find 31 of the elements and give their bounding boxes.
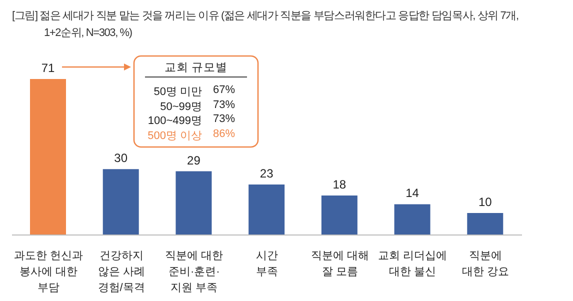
- text: 교회 규모별: [163, 61, 229, 75]
- chart-title: [그림] 젊은 세대가 직분 맡는 것을 꺼리는 이유 (젊은 세대가 직분을 부담스러워한다고 응답한 담임목사, 상위 7개, 1+2순위, N=303, %): [12, 9, 520, 41]
- data-label: 18: [332, 177, 346, 192]
- annotation: 73%: [213, 113, 236, 125]
- bar: [321, 195, 358, 235]
- x-tick-label: 직분에 대해 잘 모름: [310, 250, 369, 278]
- data-label: 23: [260, 166, 274, 180]
- annotation: 50~99명: [159, 100, 202, 114]
- data-label: 14: [406, 186, 420, 200]
- bar: [102, 169, 139, 235]
- data-label: 29: [187, 153, 201, 168]
- x-tick-label: 직분에 대한 준비·훈련· 지원 부족: [165, 250, 224, 294]
- annotation: 86%: [213, 128, 236, 140]
- annotation: 500명 이상: [146, 128, 202, 142]
- x-tick-label: 과도한 헌신과 봉사에 대한 부담: [14, 250, 83, 294]
- x-tick-label: 교회 리더십에 대한 불신: [378, 250, 448, 278]
- x-tick-label: 건강하지 않은 사례 경험/목격: [98, 250, 145, 294]
- data-label: 30: [114, 151, 128, 166]
- annotation: 73%: [213, 98, 236, 110]
- annotation: 100~499명: [146, 114, 202, 128]
- bar: [30, 79, 66, 235]
- x-tick-label: 직분에 대한 강요: [462, 250, 510, 278]
- annotation: 50명 미만: [152, 85, 202, 99]
- bar: [248, 184, 285, 235]
- bar: [467, 213, 504, 235]
- bar: [394, 204, 430, 235]
- x-tick-label: 시간 부족: [256, 250, 278, 278]
- data-label: 10: [478, 195, 492, 210]
- annotation: 67%: [213, 84, 236, 96]
- data-label: 71: [41, 61, 55, 75]
- bar: [176, 171, 212, 235]
